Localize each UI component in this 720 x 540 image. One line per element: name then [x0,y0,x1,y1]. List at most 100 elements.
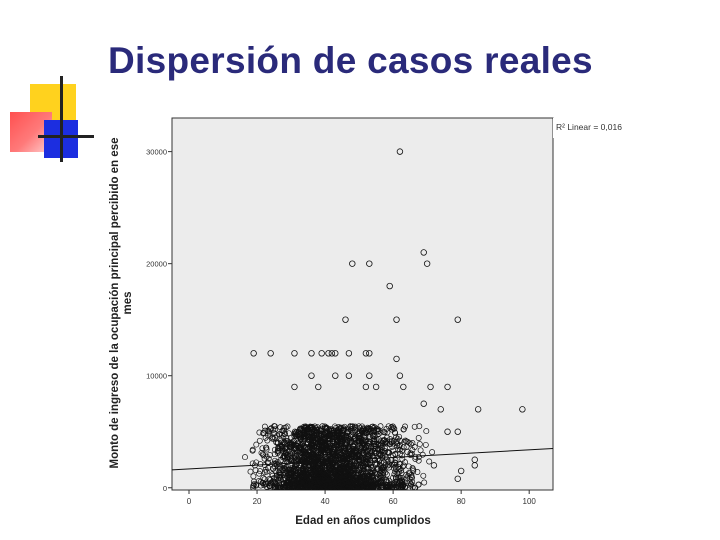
bulk-point [250,473,257,480]
bulk-point [371,460,378,467]
bulk-point [339,484,346,490]
scatter-point [318,350,325,357]
bulk-point [324,471,331,478]
bulk-point [257,461,264,468]
bulk-point [269,472,276,479]
bulk-point [396,442,403,449]
y-tick-label: 20000 [146,260,167,269]
bulk-point [257,468,263,475]
bulk-point [421,479,428,486]
bulk-point [353,424,360,431]
scatter-point [366,260,373,267]
scatter-point [444,383,451,391]
bulk-point [342,442,349,449]
bulk-point [256,429,263,436]
bulk-point [352,423,359,430]
bulk-point [349,423,356,430]
bulk-point [283,468,290,475]
bulk-point [330,457,337,464]
bulk-point [256,470,263,477]
bulk-point [407,441,414,448]
bulk-point [261,455,268,462]
bulk-point [359,484,366,490]
bulk-point [337,436,344,443]
bulk-point [336,462,343,469]
bulk-point [302,431,309,438]
bulk-point [392,468,399,475]
scatter-point [393,316,400,323]
bulk-point [371,427,378,434]
bulk-point [265,460,272,467]
bulk-point [370,443,377,450]
bulk-point [368,443,375,450]
bulk-point [265,432,272,439]
scatter-point [471,462,478,469]
bulk-point [305,445,312,452]
bulk-point [346,443,353,450]
bulk-point [336,456,343,463]
scatter-point [427,383,434,391]
bulk-point [369,468,376,475]
bulk-point [356,435,363,442]
bulk-point [348,468,355,475]
fit-line [171,448,554,471]
bulk-point [420,472,427,479]
scatter-point [366,372,373,379]
bulk-point [310,480,317,487]
bulk-point [384,459,391,465]
scatter-point [454,475,461,482]
bulk-point [360,449,367,456]
bulk-point [278,471,285,478]
x-tick-label: 20 [253,497,262,506]
bulk-point [363,439,370,446]
bulk-point [365,472,372,479]
bulk-point [362,433,369,440]
x-tick-label: 80 [457,497,466,506]
bulk-point [378,463,384,470]
bulk-point [271,430,278,437]
bulk-point [295,439,301,446]
bulk-point [396,477,403,484]
bulk-point [397,450,404,457]
x-axis-ticks: 0 20 40 60 80 100 [187,490,536,506]
bulk-point [302,427,309,434]
bulk-point [384,449,391,456]
bulk-point [263,446,270,453]
bulk-point [284,448,291,455]
bulk-point [398,447,405,454]
bulk-point [409,484,416,490]
bulk-point [309,467,316,474]
scatter-point [366,350,373,357]
bulk-point [347,474,354,481]
bulk-point [356,477,363,484]
bulk-point [335,480,342,487]
bulk-point [400,426,407,433]
bulk-point [249,446,256,453]
bulk-point [320,433,327,440]
bulk-point [409,465,416,472]
scatter-point [308,372,315,379]
y-axis-ticks: 0 10000 20000 30000 [146,148,172,493]
bulk-point [341,473,348,480]
scatter-point [362,383,370,391]
bulk-point [381,437,388,444]
bulk-point [280,453,287,460]
bulk-point [408,472,415,478]
bulk-point [324,445,330,452]
bulk-point [261,423,268,430]
bulk-point [273,439,280,446]
bulk-point [275,477,282,484]
bulk-point [390,481,397,488]
bulk-point [351,462,357,469]
bulk-point [273,484,280,490]
bulk-point [380,428,387,435]
scatter-point [332,350,339,357]
bulk-point [407,450,414,457]
bulk-point [385,458,392,465]
bulk-point [359,428,366,434]
bulk-point [349,446,356,453]
bulk-point [322,478,329,485]
legend-label: R² Linear = 0,016 [556,122,622,132]
bulk-point [350,483,356,490]
bulk-point [344,440,351,447]
